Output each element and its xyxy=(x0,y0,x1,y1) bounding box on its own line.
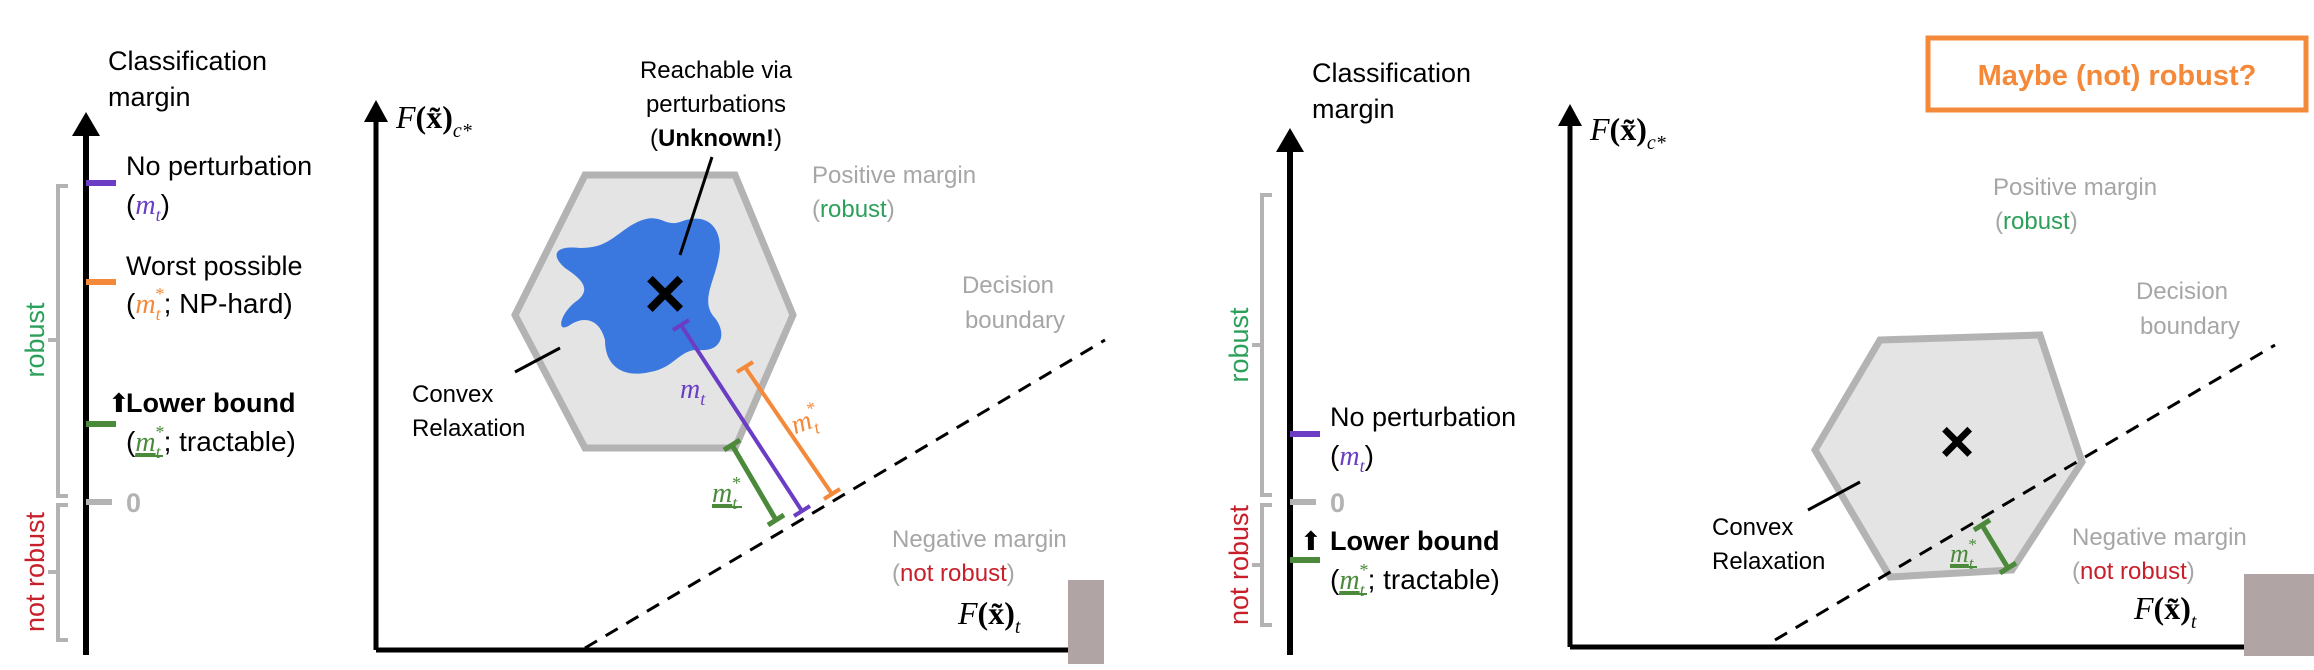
left-reachable-perturbations-blob xyxy=(556,218,722,374)
left-negative-margin-not-robust: (not robust) xyxy=(892,560,1015,587)
right-robust-bracket xyxy=(1252,193,1272,497)
left-not-robust-bracket xyxy=(48,503,68,642)
right-no-perturbation-label: No perturbation xyxy=(1330,402,1516,432)
right-convex-relaxation-label-line1: Convex xyxy=(1712,514,1793,541)
left-margin-axis-arrowhead xyxy=(72,112,100,136)
left-convex-relaxation-pointer-line xyxy=(514,346,561,374)
right-plot-x-axis-label: F(x̃)t xyxy=(2133,590,2197,633)
right-convex-relaxation-pointer-line xyxy=(1807,480,1861,512)
right-margin-axis-title-line2: margin xyxy=(1312,94,1395,124)
right-not-robust-bracket xyxy=(1252,503,1272,627)
right-no-perturbation-formula: (mt) xyxy=(1330,440,1374,476)
right-panel: Maybe (not) robust? Classification margi… xyxy=(1224,35,2314,656)
right-callout-box xyxy=(1925,35,2309,113)
right-zero-label: 0 xyxy=(1330,488,1345,518)
left-lower-bound-arrow-icon: ⬆ xyxy=(108,388,130,418)
right-m-t-star-lower-segment xyxy=(1972,517,2018,576)
left-positive-margin-label: Positive margin xyxy=(812,162,976,189)
right-convex-relaxation-label-line2: Relaxation xyxy=(1712,548,1825,575)
left-not-robust-label: not robust xyxy=(20,511,50,632)
left-m-t-segment xyxy=(671,318,812,518)
right-margin-axis-title-line1: Classification xyxy=(1312,58,1471,88)
right-positive-margin-robust: (robust) xyxy=(1995,208,2078,235)
right-lower-bound-arrow-icon: ⬆ xyxy=(1300,526,1322,556)
left-panel: Classification margin robust not robust … xyxy=(20,46,1106,664)
left-plot-x-axis-end-block xyxy=(1068,580,1104,664)
left-decision-boundary-line xyxy=(584,338,1106,650)
left-plot-y-axis-arrowhead xyxy=(364,100,388,122)
right-decision-boundary-label-line1: Decision xyxy=(2136,278,2228,305)
right-negative-margin-label: Negative margin xyxy=(2072,524,2247,551)
left-m-t-star-lower-segment xyxy=(722,437,786,528)
right-plot-x-axis-end-block xyxy=(2244,574,2314,656)
right-negative-margin-not-robust: (not robust) xyxy=(2072,558,2195,585)
left-decision-boundary-label-line1: Decision xyxy=(962,272,1054,299)
right-callout-text: Maybe (not) robust? xyxy=(1978,60,2257,92)
left-decision-boundary-label-line2: boundary xyxy=(965,307,1065,334)
left-robust-label: robust xyxy=(20,302,50,378)
left-m-t-label: mt xyxy=(680,374,706,409)
left-no-perturbation-label: No perturbation xyxy=(126,151,312,181)
right-margin-axis-arrowhead xyxy=(1276,128,1304,152)
right-lower-bound-formula: (mt*; tractable) xyxy=(1330,560,1500,600)
left-no-perturbation-formula: (mt) xyxy=(126,189,170,225)
right-plot-y-axis-label: F(x̃)c* xyxy=(1589,111,1666,154)
right-decision-boundary-line xyxy=(1774,343,2276,642)
left-input-x-mark: × xyxy=(644,254,686,334)
left-reachable-label-line3: (Unknown!) xyxy=(650,125,782,152)
left-worst-possible-formula: (mt*; NP-hard) xyxy=(126,284,293,324)
left-positive-margin-robust: (robust) xyxy=(812,196,895,223)
left-lower-bound-label: Lower bound xyxy=(126,388,295,418)
left-m-t-star-segment xyxy=(735,360,842,501)
left-reachable-label-line2: perturbations xyxy=(646,91,786,118)
right-decision-boundary-label-line2: boundary xyxy=(2140,313,2240,340)
right-positive-margin-label: Positive margin xyxy=(1993,174,2157,201)
left-margin-axis-title-line1: Classification xyxy=(108,46,267,76)
left-convex-relaxation-label-line1: Convex xyxy=(412,381,493,408)
right-not-robust-label: not robust xyxy=(1224,504,1254,625)
left-plot-y-axis-label: F(x̃)c* xyxy=(395,99,472,142)
left-negative-margin-label: Negative margin xyxy=(892,526,1067,553)
left-zero-label: 0 xyxy=(126,488,141,518)
left-worst-possible-label: Worst possible xyxy=(126,251,303,281)
right-input-x-mark: × xyxy=(1939,408,1974,475)
right-m-t-star-lower-label: mt* xyxy=(1950,535,1977,573)
right-robust-label: robust xyxy=(1224,307,1254,383)
right-lower-bound-label: Lower bound xyxy=(1330,526,1499,556)
left-margin-axis-title-line2: margin xyxy=(108,82,191,112)
left-convex-relaxation-label-line2: Relaxation xyxy=(412,415,525,442)
left-reachable-label-line1: Reachable via xyxy=(640,57,793,84)
right-convex-relaxation-hexagon xyxy=(1810,331,2086,581)
right-plot-y-axis-arrowhead xyxy=(1558,104,1582,126)
left-reachable-pointer-line xyxy=(678,156,714,256)
left-robust-bracket xyxy=(48,184,68,498)
left-m-t-star-lower-label: mt* xyxy=(712,473,740,513)
left-lower-bound-formula: (mt*; tractable) xyxy=(126,422,296,462)
left-plot-x-axis-label: F(x̃)t xyxy=(957,595,1021,638)
